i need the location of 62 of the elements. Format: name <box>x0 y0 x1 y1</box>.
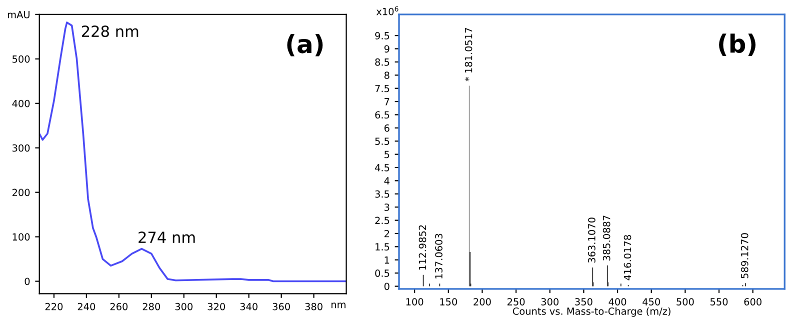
y-tick-label: 5.5 <box>375 138 390 145</box>
y-tick-label: 8 <box>384 72 390 79</box>
annotation: 385.0887 <box>602 216 610 261</box>
annotation: 589.1270 <box>740 233 748 278</box>
y-tick-label: 3 <box>384 204 390 211</box>
y-tick-label: 0 <box>384 282 390 290</box>
y-tick-label: 2 <box>384 230 390 238</box>
x-tick-label: 300 <box>175 302 193 310</box>
annotation: (b) <box>719 34 756 56</box>
y-tick-label: 6.5 <box>375 111 390 119</box>
y-tick-label: 8.5 <box>375 58 390 66</box>
annotation: 274 nm <box>138 232 195 243</box>
y-tick-label: 200 <box>12 188 30 196</box>
y-tick-label: 100 <box>12 233 30 241</box>
y-tick-label: 400 <box>12 100 30 108</box>
y-tick-label: 1 <box>384 256 390 264</box>
y-tick-label: 5 <box>384 150 390 158</box>
x-tick-label: 220 <box>45 302 63 310</box>
annotation: * 181.0517 <box>464 28 472 82</box>
x-tick-label: 380 <box>305 302 322 310</box>
x-tick-label: 150 <box>440 298 458 306</box>
annotation: 416.0178 <box>624 235 632 280</box>
y-tick-label: 500 <box>12 55 30 63</box>
y-tick-label: 4 <box>384 177 390 184</box>
x-tick-label: 320 <box>208 302 225 310</box>
x-tick-label: 100 <box>406 298 424 306</box>
y-tick-label: mAU <box>8 11 30 18</box>
y-tick-label: 0 <box>24 278 30 286</box>
x-tick-label: 250 <box>507 298 525 306</box>
x-tick-label: 300 <box>541 298 559 306</box>
x-tick-label: 260 <box>110 302 128 310</box>
y-tick-label: 300 <box>12 144 30 152</box>
y-tick-label: 0.5 <box>375 270 390 277</box>
x-tick-label: 340 <box>240 302 258 310</box>
x-tick-label: 450 <box>642 298 660 306</box>
y-tick-label: 2.5 <box>375 216 390 224</box>
x-tick-label: 280 <box>142 302 160 310</box>
x-tick-label: 360 <box>272 302 290 310</box>
x-axis-title: nm <box>332 302 346 308</box>
annotation: 112.9852 <box>418 225 426 270</box>
y-tick-label: 1.5 <box>376 243 390 251</box>
y-tick-label: 7.5 <box>375 84 390 92</box>
line-series <box>39 22 346 282</box>
x-tick-label: 240 <box>78 302 96 310</box>
annotation: 228 nm <box>82 25 138 38</box>
y-tick-label: 6 <box>384 124 390 132</box>
x-tick-label: 350 <box>575 298 592 306</box>
x-tick-label: 400 <box>608 298 626 306</box>
annotation: 363.1070 <box>588 218 596 263</box>
y-tick-label: 9 <box>384 45 390 53</box>
y-axis-title: x10$^{6}$ <box>376 6 398 16</box>
x-tick-label: 600 <box>744 298 762 306</box>
y-tick-label: 7 <box>384 98 390 106</box>
y-tick-label: 4.5 <box>374 164 390 172</box>
x-tick-label: 550 <box>710 298 728 306</box>
annotation: (a) <box>287 34 323 56</box>
x-tick-label: 500 <box>676 298 694 306</box>
y-tick-label: 3.5 <box>375 190 390 198</box>
y-tick-label: 9.5 <box>375 32 390 40</box>
x-axis-title: Counts vs. Mass-to-Charge (m/z) <box>512 307 670 317</box>
x-tick-label: 200 <box>474 298 491 306</box>
annotation: 137.0603 <box>435 234 442 278</box>
